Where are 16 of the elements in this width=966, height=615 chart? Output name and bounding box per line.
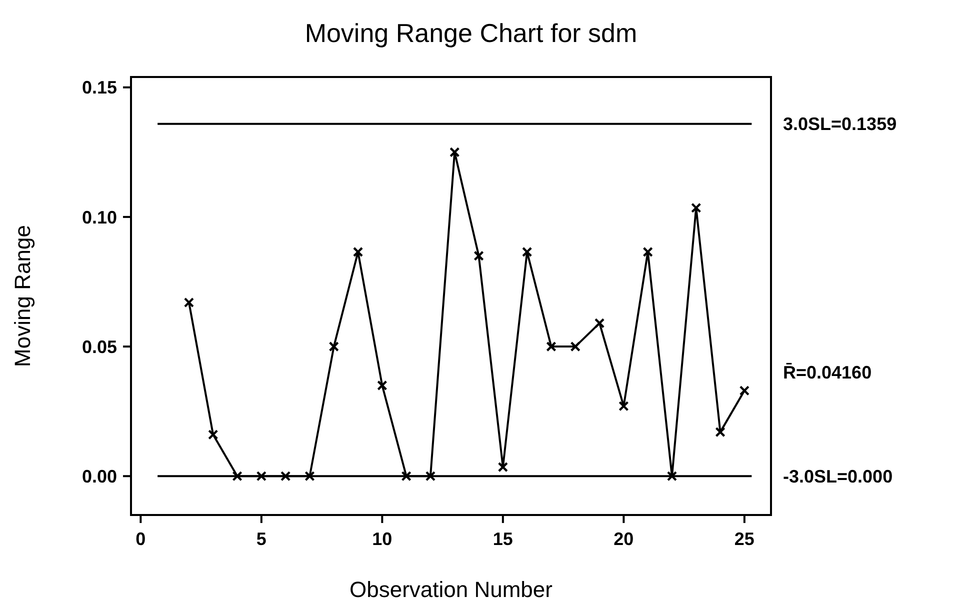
text: R̄=0.04160 xyxy=(783,362,872,382)
y-axis-title: Moving Range xyxy=(10,225,35,367)
y-tick-label: 0.05 xyxy=(82,336,117,357)
x-tick-label: 25 xyxy=(734,529,754,549)
chart-title: Moving Range Chart for sdm xyxy=(304,18,638,48)
y-tick-label: 0.15 xyxy=(82,78,117,98)
y-tick-label: 0.10 xyxy=(82,207,117,228)
x-tick-label: 20 xyxy=(614,529,634,549)
ref-line-label: -3.0SL=0.000 xyxy=(783,466,893,486)
x-axis-title: Observation Number xyxy=(350,577,552,602)
x-tick-label: 10 xyxy=(372,529,392,549)
x-tick-label: 0 xyxy=(136,529,146,549)
y-tick-label: 0.00 xyxy=(82,466,117,486)
x-tick-label: 15 xyxy=(492,529,513,549)
ref-line-label: 3.0SL=0.1359 xyxy=(783,114,897,134)
x-tick-label: 5 xyxy=(256,529,266,549)
